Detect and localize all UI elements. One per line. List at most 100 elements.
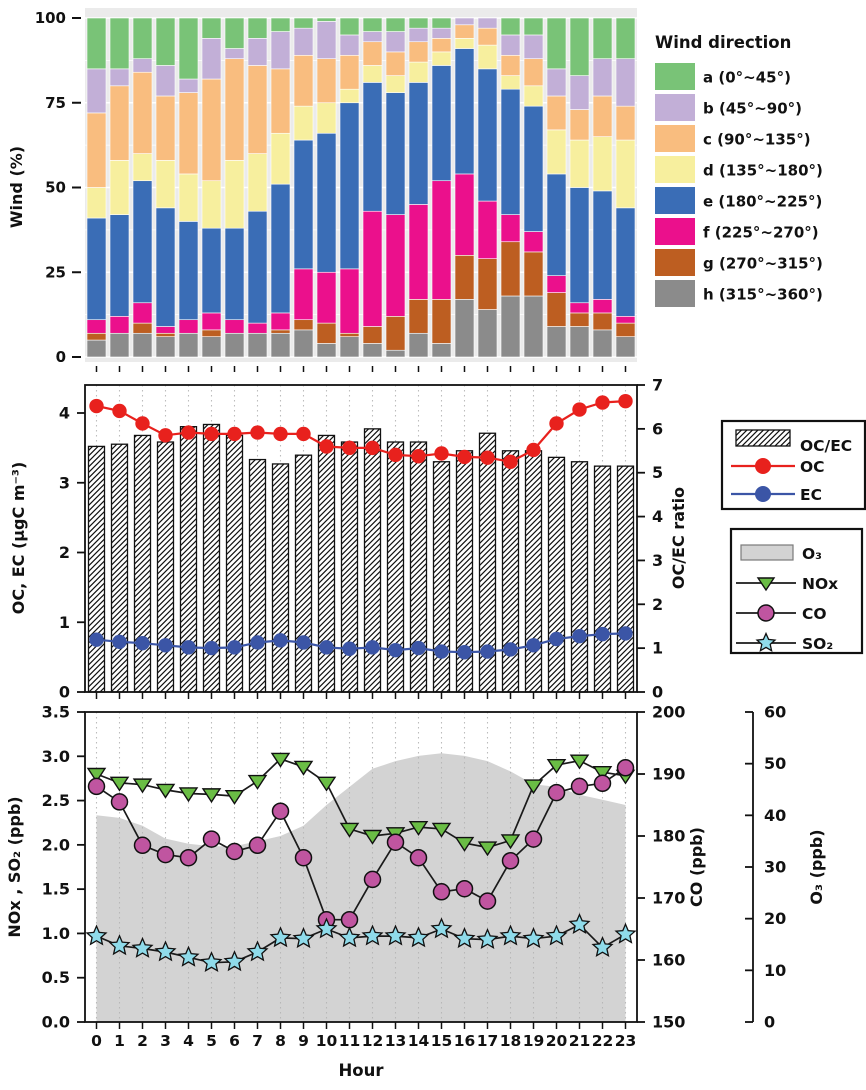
wind-segment-f xyxy=(155,326,176,334)
gas-ytick-left-label: 0.5 xyxy=(42,968,70,987)
wind-segment-d xyxy=(201,180,222,229)
nox-marker xyxy=(155,783,176,799)
OC-legend-marker xyxy=(755,458,771,474)
co-marker xyxy=(409,848,428,867)
ocec-bar xyxy=(593,465,612,693)
ec-marker xyxy=(434,644,449,659)
wind-legend-swatch-g xyxy=(655,249,695,276)
wind-segment-b xyxy=(109,68,130,87)
wind-legend-item-e: e (180°~225°) xyxy=(655,187,822,214)
ec-line xyxy=(89,626,633,660)
wind-segment-f xyxy=(316,271,337,324)
ec-marker xyxy=(342,641,357,656)
wind-segment-e xyxy=(431,65,452,182)
oc-marker xyxy=(181,425,196,440)
ec-marker xyxy=(411,640,426,656)
oc-marker xyxy=(135,416,150,431)
oc-marker xyxy=(273,426,288,442)
wind-segment-h xyxy=(270,332,291,358)
wind-segment-b xyxy=(247,38,268,66)
o3-ytick-label: 40 xyxy=(764,806,786,825)
wind-segment-e xyxy=(201,227,222,314)
oc-marker xyxy=(204,426,219,442)
gas-legend-item-1: CO xyxy=(736,604,827,623)
wind-segment-h xyxy=(477,309,498,358)
wind-segment-c xyxy=(592,95,613,137)
wind-legend: Wind direction a (0°~45°) b (45°~90°) c (90… xyxy=(655,33,823,307)
o3-ytick-label: 30 xyxy=(764,858,786,877)
ec-marker xyxy=(273,633,288,648)
wind-segment-b xyxy=(316,21,337,59)
gas-xtick-label: 15 xyxy=(431,1032,453,1050)
gas-xtick-label: 3 xyxy=(160,1032,171,1050)
wind-legend-item-c: c (90°~135°) xyxy=(655,125,811,152)
oc-marker xyxy=(457,449,472,465)
wind-legend-label-d: d (135°~180°) xyxy=(703,162,823,180)
wind-segment-b xyxy=(132,58,153,73)
wind-segment-d xyxy=(132,153,153,182)
wind-segment-f xyxy=(247,322,268,334)
wind-segment-f xyxy=(132,302,153,324)
wind-segment-c xyxy=(615,105,636,141)
so2-legend-marker xyxy=(755,631,777,653)
ocec-bar xyxy=(133,434,152,693)
wind-segment-c xyxy=(500,54,521,76)
wind-segment-h xyxy=(132,332,153,358)
wind-legend-swatch-h xyxy=(655,280,695,307)
wind-segment-c xyxy=(454,24,475,39)
carbon-ytick-left-label: 1 xyxy=(59,613,70,632)
nox-marker xyxy=(454,836,475,852)
gas-xtick-label: 11 xyxy=(339,1032,361,1050)
wind-segment-d xyxy=(385,75,406,93)
nox-marker xyxy=(523,779,544,795)
EC-legend-label: EC xyxy=(800,486,822,504)
gas-ytick-left-label: 0.0 xyxy=(42,1013,70,1032)
wind-segment-d xyxy=(109,160,130,215)
wind-segment-e xyxy=(454,48,475,175)
wind-segment-g xyxy=(408,299,429,334)
wind-segment-f xyxy=(86,319,107,334)
wind-segment-d xyxy=(293,105,314,141)
co-marker xyxy=(593,774,612,793)
wind-bar-hour-19 xyxy=(523,17,544,358)
wind-legend-label-c: c (90°~135°) xyxy=(703,131,811,149)
gas-ytick-left-label: 3.5 xyxy=(42,703,70,722)
wind-ytick-label: 100 xyxy=(35,9,66,27)
wind-bar-hour-21 xyxy=(569,17,590,358)
nox-marker xyxy=(431,822,452,838)
ocec-bar xyxy=(156,441,175,693)
wind-ytick-label: 25 xyxy=(45,263,66,281)
wind-segment-f xyxy=(385,214,406,317)
gas-xtick-label: 13 xyxy=(385,1032,407,1050)
ocec-legend-label: OC/EC xyxy=(800,437,852,455)
wind-legend-item-g: g (270°~315°) xyxy=(655,249,823,276)
oc-marker xyxy=(618,393,633,409)
co-marker xyxy=(225,842,244,861)
wind-segment-b xyxy=(178,78,199,93)
carbon-legend: OC/EC OC EC xyxy=(720,419,866,511)
gas-xtick-label: 4 xyxy=(183,1032,194,1050)
wind-segment-h xyxy=(316,343,337,358)
wind-segment-g xyxy=(477,258,498,310)
ec-marker xyxy=(181,640,196,655)
nox-marker xyxy=(270,752,291,768)
oc-marker xyxy=(227,426,242,442)
so2-marker xyxy=(177,945,200,967)
nox-marker xyxy=(247,774,268,790)
gas-xtick-label: 10 xyxy=(316,1032,338,1050)
wind-segment-c xyxy=(201,78,222,182)
wind-segment-g xyxy=(132,322,153,334)
wind-segment-b xyxy=(201,38,222,80)
gas-left-axis-label: NOx , SO₂ (ppb) xyxy=(5,796,24,937)
wind-bar-hour-11 xyxy=(339,17,360,358)
wind-axis-label: Wind (%) xyxy=(7,146,26,228)
wind-segment-c xyxy=(86,112,107,188)
co-ytick-label: 150 xyxy=(652,1013,685,1032)
ec-marker xyxy=(227,640,242,655)
wind-segment-c xyxy=(178,92,199,175)
wind-segment-g xyxy=(316,322,337,344)
gas-ytick-left-label: 2.0 xyxy=(42,835,70,854)
wind-segment-e xyxy=(270,183,291,314)
oc-marker xyxy=(503,454,518,470)
carbon-ytick-left-label: 2 xyxy=(59,543,70,562)
